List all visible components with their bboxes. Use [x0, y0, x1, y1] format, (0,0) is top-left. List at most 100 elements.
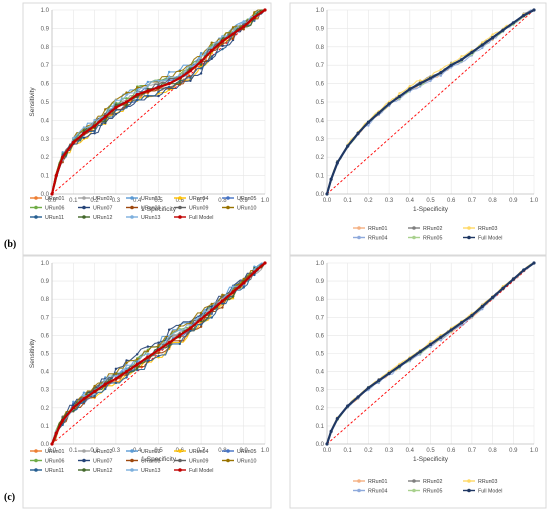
series-point-rrun04: [481, 46, 484, 50]
x-tick-label: 0.3: [112, 448, 121, 454]
legend-label: RRun01: [368, 479, 387, 485]
x-tick-label: 0.1: [344, 198, 353, 204]
series-point-full-model: [346, 144, 350, 148]
series-point-urun11: [221, 302, 224, 305]
legend-label: URun01: [45, 449, 64, 455]
legend-label: URun06: [45, 206, 64, 212]
series-line-full-model: [50, 9, 266, 195]
x-tick-label: 0.8: [488, 448, 497, 454]
series-point-urun13: [167, 335, 171, 338]
series-point-urun08: [221, 306, 224, 309]
series-point-urun07: [136, 353, 139, 356]
series-point-full-model: [231, 32, 235, 36]
legend-swatch-marker: [412, 235, 416, 240]
series-point-full-model: [156, 85, 161, 89]
series-point-urun10: [231, 26, 235, 29]
series-point-full-model: [61, 418, 65, 423]
series-point-full-model: [470, 50, 474, 54]
series-point-full-model: [418, 350, 422, 354]
series-point-full-model: [242, 24, 246, 29]
series-point-full-model: [439, 335, 443, 339]
y-tick-label: 1.0: [41, 261, 50, 267]
series-point-full-model: [61, 155, 65, 159]
y-tick-label: 0.9: [316, 26, 325, 32]
x-tick-label: 0.4: [406, 198, 415, 204]
legend-label: Full Model: [478, 489, 502, 495]
x-tick-label: 0.1: [69, 448, 78, 454]
series-point-full-model: [329, 177, 333, 181]
legend-swatch-marker: [130, 196, 134, 200]
legend-item: URun07: [78, 459, 112, 465]
series-point-full-model: [522, 268, 526, 272]
legend-label: URun12: [93, 215, 112, 221]
series-point-full-model: [114, 377, 118, 381]
series-point-full-model: [178, 333, 182, 337]
series-point-full-model: [93, 389, 97, 394]
series-point-full-model: [114, 105, 118, 110]
legend-swatch-marker: [34, 458, 38, 463]
panel-frame: [289, 255, 547, 509]
x-tick-label: 0.5: [426, 448, 435, 454]
legend-label: URun03: [141, 449, 160, 455]
series-point-full-model: [449, 328, 453, 332]
series-point-urun12: [178, 81, 181, 84]
x-tick-label: 0.7: [468, 448, 477, 454]
y-tick-label: 0.9: [41, 279, 50, 285]
series-point-rrun03: [418, 79, 422, 82]
series-point-full-model: [242, 281, 246, 285]
legend-label: URun07: [93, 459, 112, 465]
x-tick-label: 0.6: [447, 198, 456, 204]
legend-item: URun05: [222, 449, 256, 455]
legend-item: URun08: [126, 206, 160, 212]
series-point-urun12: [146, 87, 150, 90]
series-point-urun10: [178, 69, 181, 73]
series-point-urun13: [146, 84, 150, 87]
legend-item: Full Model: [463, 489, 502, 495]
legend-item: RRun02: [408, 226, 442, 232]
series-point-urun03: [82, 391, 86, 394]
series-point-urun10: [242, 277, 245, 281]
series-point-full-model: [50, 192, 54, 196]
y-tick-label: 0.0: [316, 192, 325, 198]
legend-label: URun03: [141, 196, 160, 202]
series-point-urun11: [82, 400, 86, 404]
y-tick-label: 1.0: [316, 8, 325, 14]
y-tick-label: 0.8: [316, 45, 325, 51]
series-point-urun12: [114, 103, 118, 107]
y-tick-label: 1.0: [316, 261, 325, 267]
series-point-full-model: [325, 192, 329, 196]
series-point-full-model: [408, 357, 412, 361]
x-axis-label: 1-Specificity: [141, 456, 177, 463]
y-tick-label: 0.9: [41, 26, 50, 32]
legend-label: URun11: [45, 215, 64, 221]
x-tick-label: 0.3: [112, 198, 121, 204]
series-point-rrun04: [367, 124, 370, 127]
series-point-full-model: [346, 404, 350, 408]
series-point-urun11: [157, 354, 160, 358]
legend-swatch-marker: [82, 449, 86, 453]
series-point-urun11: [136, 98, 139, 102]
legend-label: RRun03: [478, 479, 497, 485]
series-point-full-model: [124, 370, 129, 374]
series-point-urun13: [178, 328, 181, 332]
series-point-urun10: [253, 11, 256, 14]
series-point-urun13: [210, 46, 213, 49]
x-tick-label: 0.9: [240, 198, 249, 204]
series-point-urun13: [167, 75, 171, 79]
legend-label: URun11: [45, 468, 64, 474]
y-tick-label: 0.7: [41, 63, 50, 69]
series-point-urun10: [136, 358, 139, 361]
y-tick-label: 0.7: [316, 63, 325, 69]
legend-label: URun02: [93, 196, 112, 202]
legend-label: URun10: [237, 206, 256, 212]
x-tick-label: 1.0: [530, 448, 539, 454]
legend-item: URun11: [30, 215, 64, 221]
series-point-urun07: [199, 72, 203, 75]
series-point-urun13: [199, 54, 203, 58]
legend-label: URun05: [237, 196, 256, 202]
series-point-urun13: [82, 394, 86, 397]
y-tick-label: 0.6: [41, 333, 50, 339]
series-point-urun10: [178, 324, 181, 328]
series-point-urun08: [242, 28, 245, 31]
